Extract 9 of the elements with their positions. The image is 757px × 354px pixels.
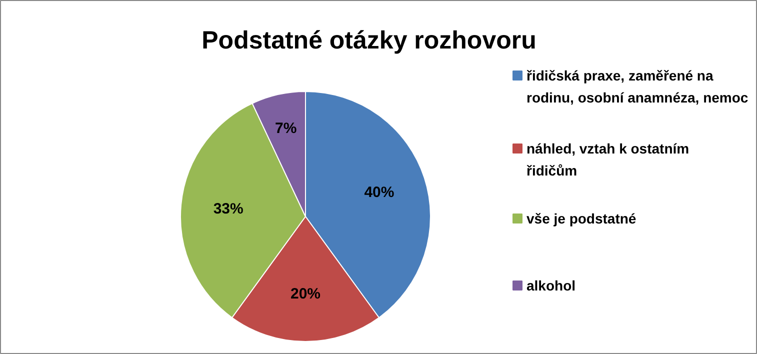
data-label: 33% bbox=[213, 200, 244, 218]
legend-label: vše je podstatné bbox=[526, 210, 636, 226]
chart-title: Podstatné otázky rozhovoru bbox=[202, 26, 536, 54]
data-label: 40% bbox=[364, 184, 394, 202]
data-label: 20% bbox=[290, 286, 321, 302]
legend-label: řidičská praxe, zaměřené na rodinu, osobní anamnéza, nemoc bbox=[526, 68, 748, 106]
legend-label: alkohol bbox=[526, 278, 576, 294]
data-label: 7% bbox=[275, 120, 297, 138]
legend-label: náhled, vztah k ostatním řidičům bbox=[526, 140, 690, 178]
